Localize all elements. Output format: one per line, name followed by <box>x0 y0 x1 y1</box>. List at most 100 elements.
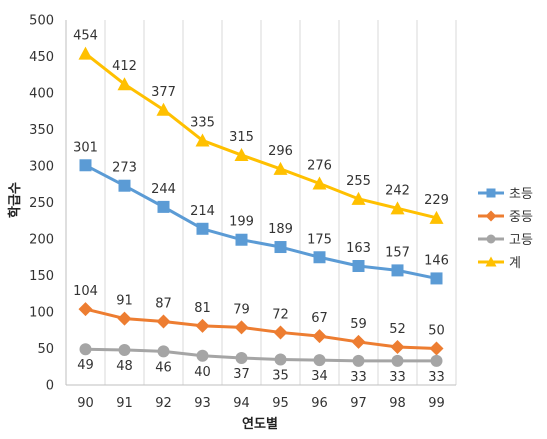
data-point <box>312 329 327 344</box>
data-point <box>234 320 249 335</box>
data-point <box>196 222 209 235</box>
legend-marker <box>486 234 496 244</box>
data-label: 79 <box>233 302 250 317</box>
y-tick-label: 300 <box>29 160 54 175</box>
data-point <box>118 179 131 192</box>
x-tick-label: 93 <box>194 396 211 411</box>
data-label: 255 <box>346 174 371 189</box>
data-point <box>274 353 287 366</box>
y-tick-label: 100 <box>29 306 54 321</box>
data-label: 33 <box>428 370 445 385</box>
data-label: 52 <box>389 322 406 337</box>
data-label: 34 <box>311 369 328 384</box>
x-tick-label: 99 <box>428 396 445 411</box>
data-point <box>351 334 366 349</box>
data-point <box>273 325 288 340</box>
data-point <box>78 302 93 317</box>
data-label: 35 <box>272 368 289 383</box>
legend-label: 중등 <box>509 210 533 225</box>
series-line <box>85 307 437 350</box>
data-point <box>234 148 249 162</box>
legend-item: 고등 <box>478 233 533 248</box>
data-label: 48 <box>116 359 133 374</box>
data-label: 91 <box>116 294 133 309</box>
data-point <box>273 161 288 175</box>
y-tick-label: 150 <box>29 269 54 284</box>
legend-item: 중등 <box>478 210 533 225</box>
data-point <box>391 354 404 367</box>
data-label: 72 <box>272 307 289 322</box>
data-label: 87 <box>155 296 172 311</box>
legend-label: 초등 <box>509 187 533 202</box>
legend-marker <box>486 188 496 198</box>
data-point <box>156 102 171 116</box>
data-label: 244 <box>151 182 176 197</box>
data-point <box>117 77 132 91</box>
data-label: 49 <box>77 358 94 373</box>
data-label: 242 <box>385 183 410 198</box>
data-point <box>235 351 248 364</box>
data-point <box>390 201 405 215</box>
data-point <box>157 200 170 213</box>
data-point <box>195 318 210 333</box>
series-line <box>85 347 437 363</box>
data-point <box>274 241 287 254</box>
series-line <box>84 52 437 220</box>
y-tick-label: 450 <box>29 50 54 65</box>
series-line <box>84 163 437 280</box>
data-label: 335 <box>190 115 215 130</box>
data-label: 104 <box>73 284 98 299</box>
data-point <box>78 46 93 60</box>
data-point <box>313 251 326 264</box>
data-label: 59 <box>350 317 367 332</box>
data-label: 157 <box>385 245 410 260</box>
y-tick-label: 50 <box>37 342 54 357</box>
data-label: 146 <box>424 253 449 268</box>
legend-item: 계 <box>478 256 521 271</box>
legend-item: 초등 <box>478 187 533 202</box>
data-label: 81 <box>194 301 211 316</box>
x-tick-label: 96 <box>311 396 328 411</box>
data-point <box>429 341 444 356</box>
x-tick-label: 91 <box>116 396 133 411</box>
y-tick-label: 500 <box>29 14 54 29</box>
data-label: 199 <box>229 215 254 230</box>
data-point <box>312 176 327 190</box>
x-tick-label: 94 <box>233 396 250 411</box>
y-tick-label: 350 <box>29 123 54 138</box>
data-point <box>118 343 131 356</box>
legend-label: 고등 <box>509 233 533 248</box>
data-label: 67 <box>311 311 328 326</box>
x-tick-label: 98 <box>389 396 406 411</box>
data-label: 276 <box>307 159 332 174</box>
data-point <box>351 191 366 205</box>
data-point <box>195 133 210 147</box>
data-point <box>352 354 365 367</box>
x-tick-label: 92 <box>155 396 172 411</box>
legend-marker <box>485 210 497 222</box>
data-label: 229 <box>424 193 449 208</box>
data-point <box>235 233 248 246</box>
x-tick-label: 95 <box>272 396 289 411</box>
data-label: 163 <box>346 241 371 256</box>
y-tick-label: 250 <box>29 196 54 211</box>
y-axis-ticks: 0 50 100 150 200 250 300 350 400 450 500 <box>29 14 54 394</box>
data-label: 46 <box>155 360 172 375</box>
data-label: 40 <box>194 365 211 380</box>
data-label: 315 <box>229 130 254 145</box>
x-tick-label: 97 <box>350 396 367 411</box>
data-point <box>79 159 92 172</box>
data-label: 296 <box>268 144 293 159</box>
data-label: 189 <box>268 222 293 237</box>
legend-marker <box>485 256 497 267</box>
data-label: 33 <box>350 370 367 385</box>
data-point <box>429 210 444 224</box>
x-axis-ticks: 90 91 92 93 94 95 96 97 98 99 <box>77 396 445 411</box>
data-label: 377 <box>151 85 176 100</box>
data-label: 273 <box>112 161 137 176</box>
data-point <box>352 260 365 273</box>
axes <box>65 20 456 386</box>
data-point <box>117 311 132 326</box>
data-label: 33 <box>389 370 406 385</box>
